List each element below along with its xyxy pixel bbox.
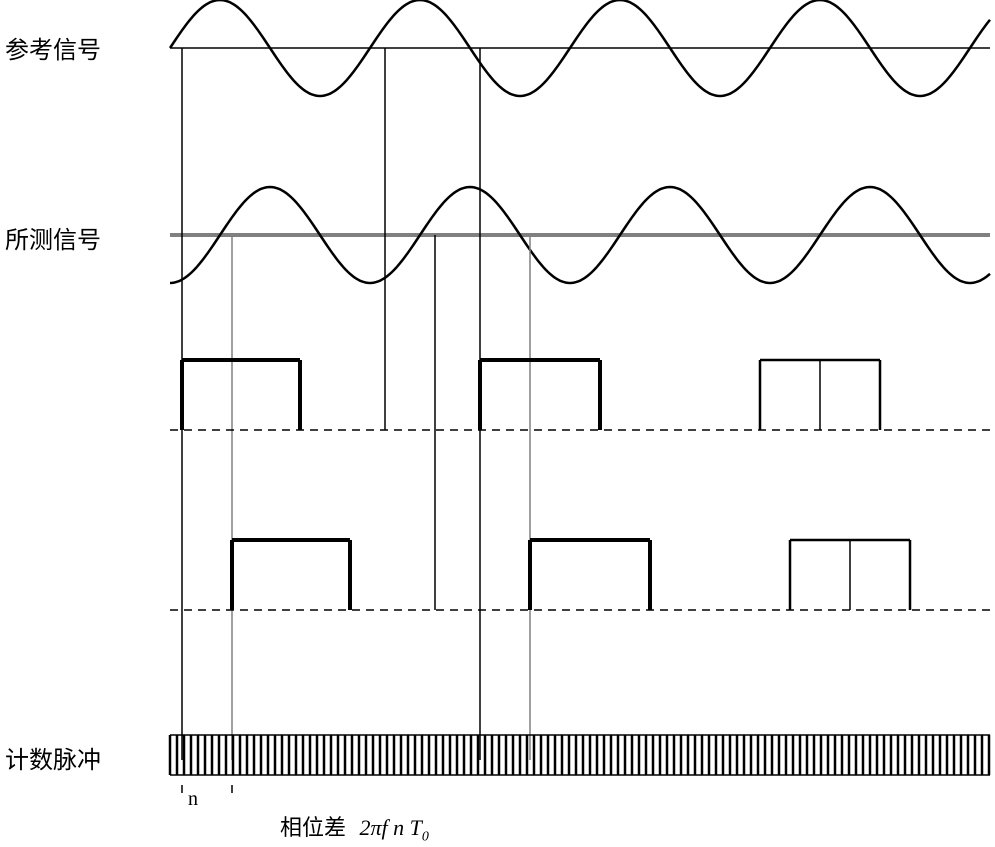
- phase-difference-formula: 相位差 2πf n T0: [280, 810, 429, 845]
- measured-signal-label: 所测信号: [5, 220, 101, 255]
- reference-signal-label: 参考信号: [5, 30, 101, 65]
- n-marker: n: [188, 788, 198, 811]
- count-pulse-label: 计数脉冲: [5, 740, 101, 775]
- timing-diagram: [0, 0, 995, 847]
